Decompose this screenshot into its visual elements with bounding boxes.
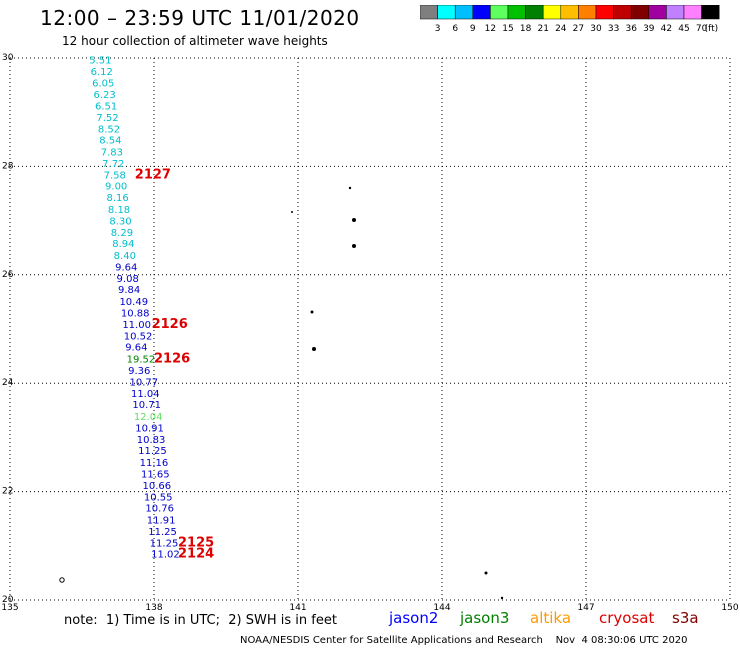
lat-tick-label: 20 [2,595,14,605]
legend-swatch [701,5,720,20]
island-shape [352,218,356,222]
legend-label: 45 [678,24,689,34]
wave-height-value: 11.00 [122,320,151,331]
wave-height-value: 8.40 [114,251,136,262]
lat-tick-label: 28 [2,161,14,171]
wave-height-value: 11.25 [150,538,179,549]
wave-height-value: 11.04 [131,389,160,400]
wave-height-value: 10.83 [137,435,166,446]
island-shape [310,310,314,314]
wave-height-value: 11.25 [148,527,177,538]
satellite-jason3: jason3 [460,609,510,627]
island-shape [291,211,293,213]
wave-height-value: 7.83 [101,148,123,159]
wave-height-value: 6.05 [92,79,114,90]
lon-tick-label: 150 [721,603,738,613]
wave-height-value: 8.52 [98,124,120,135]
wave-height-value: 8.29 [111,228,133,239]
island-shape [500,596,504,600]
wave-height-value: 10.71 [132,400,161,411]
wave-height-value: 6.51 [95,101,117,112]
wave-height-value: 9.08 [117,274,139,285]
wave-height-value: 5.51 [89,55,111,66]
wave-height-value: 10.66 [142,481,171,492]
color-scale-legend: 3 6 9 12 15 18 21 24 27 30 33 36 39 42 45 70(ft) [420,5,720,34]
wave-height-value: 7.52 [96,113,118,124]
wave-height-value: 10.49 [119,297,148,308]
wave-height-value: 9.36 [128,366,150,377]
wave-height-value: 10.52 [124,331,153,342]
pass-time-label: 2125 [178,535,214,550]
lon-tick-label: 138 [145,603,162,613]
wave-height-value: 6.23 [94,90,116,101]
lon-tick-label: 135 [1,603,18,613]
pass-time-label: 2126 [152,317,188,332]
wave-height-value: 12.04 [134,412,163,423]
wave-height-value: 8.16 [106,193,128,204]
lon-tick-label: 144 [433,603,450,613]
satellite-altika: altika [530,609,572,627]
legend-label: 9 [470,24,476,34]
legend-label: 21 [537,24,548,34]
wave-height-value: 7.72 [102,159,124,170]
wave-height-value: 8.18 [108,205,130,216]
lat-tick-label: 30 [2,53,14,63]
pass-time-label: 2127 [135,167,171,182]
legend-label: 70 [696,24,708,34]
island-shape [59,577,65,583]
wave-height-value: 10.77 [130,377,159,388]
pass-time-label: 2126 [154,352,190,367]
wave-height-value: 10.55 [144,492,173,503]
wave-height-value: 7.58 [104,170,126,181]
wave-height-value: 9.64 [125,343,147,354]
legend-label: 18 [520,24,532,34]
legend-label: 24 [555,24,567,34]
lat-tick-label: 22 [2,487,13,497]
legend-label: 27 [573,24,584,34]
legend-label: 12 [485,24,496,34]
wave-height-value: 11.65 [141,470,170,481]
lon-tick-label: 147 [577,603,594,613]
legend-label: 3 [435,24,441,34]
lon-tick-label: 141 [289,603,306,613]
wave-height-value: 19.52 [127,355,156,366]
legend-label: 39 [643,24,655,34]
lat-tick-label: 26 [2,270,14,280]
wave-height-value: 9.84 [118,285,140,296]
wave-height-value: 10.76 [145,504,174,515]
chart-title: 12:00 – 23:59 UTC 11/01/2020 [40,6,360,30]
wave-height-value: 9.00 [105,182,127,193]
legend-label: 30 [590,24,602,34]
wave-height-value: 8.54 [99,136,121,147]
legend-unit: (ft) [705,24,719,34]
lat-tick-label: 24 [2,378,14,388]
wave-height-value: 11.16 [140,458,169,469]
island-shape [484,571,488,575]
wave-height-value: 10.91 [135,423,164,434]
satellite-s3a: s3a [672,609,699,627]
wave-height-value: 11.02 [151,550,180,561]
legend-label: 15 [502,24,513,34]
wave-height-value: 6.12 [91,67,113,78]
wave-height-value: 10.88 [121,309,150,320]
legend-label: 36 [625,24,637,34]
chart-subtitle: 12 hour collection of altimeter wave hei… [62,34,328,48]
legend-label: 33 [608,24,619,34]
wave-height-value: 8.30 [109,216,131,227]
pass-time-label: 2124 [178,547,214,562]
wave-height-value: 8.94 [112,239,134,250]
wave-height-value: 9.64 [115,262,137,273]
credit-line: NOAA/NESDIS Center for Satellite Applica… [240,635,688,646]
island-shape [348,186,352,190]
footer-note: note: 1) Time is in UTC; 2) SWH is in fe… [64,613,337,628]
island-shape [352,244,356,248]
wave-height-value: 11.91 [147,516,176,527]
wave-height-value: 11.25 [138,446,167,457]
island-shape [312,347,316,351]
legend-label: 42 [661,24,672,34]
satellite-cryosat: cryosat [599,609,655,627]
legend-label: 6 [452,24,458,34]
satellite-jason2: jason2 [389,609,439,627]
